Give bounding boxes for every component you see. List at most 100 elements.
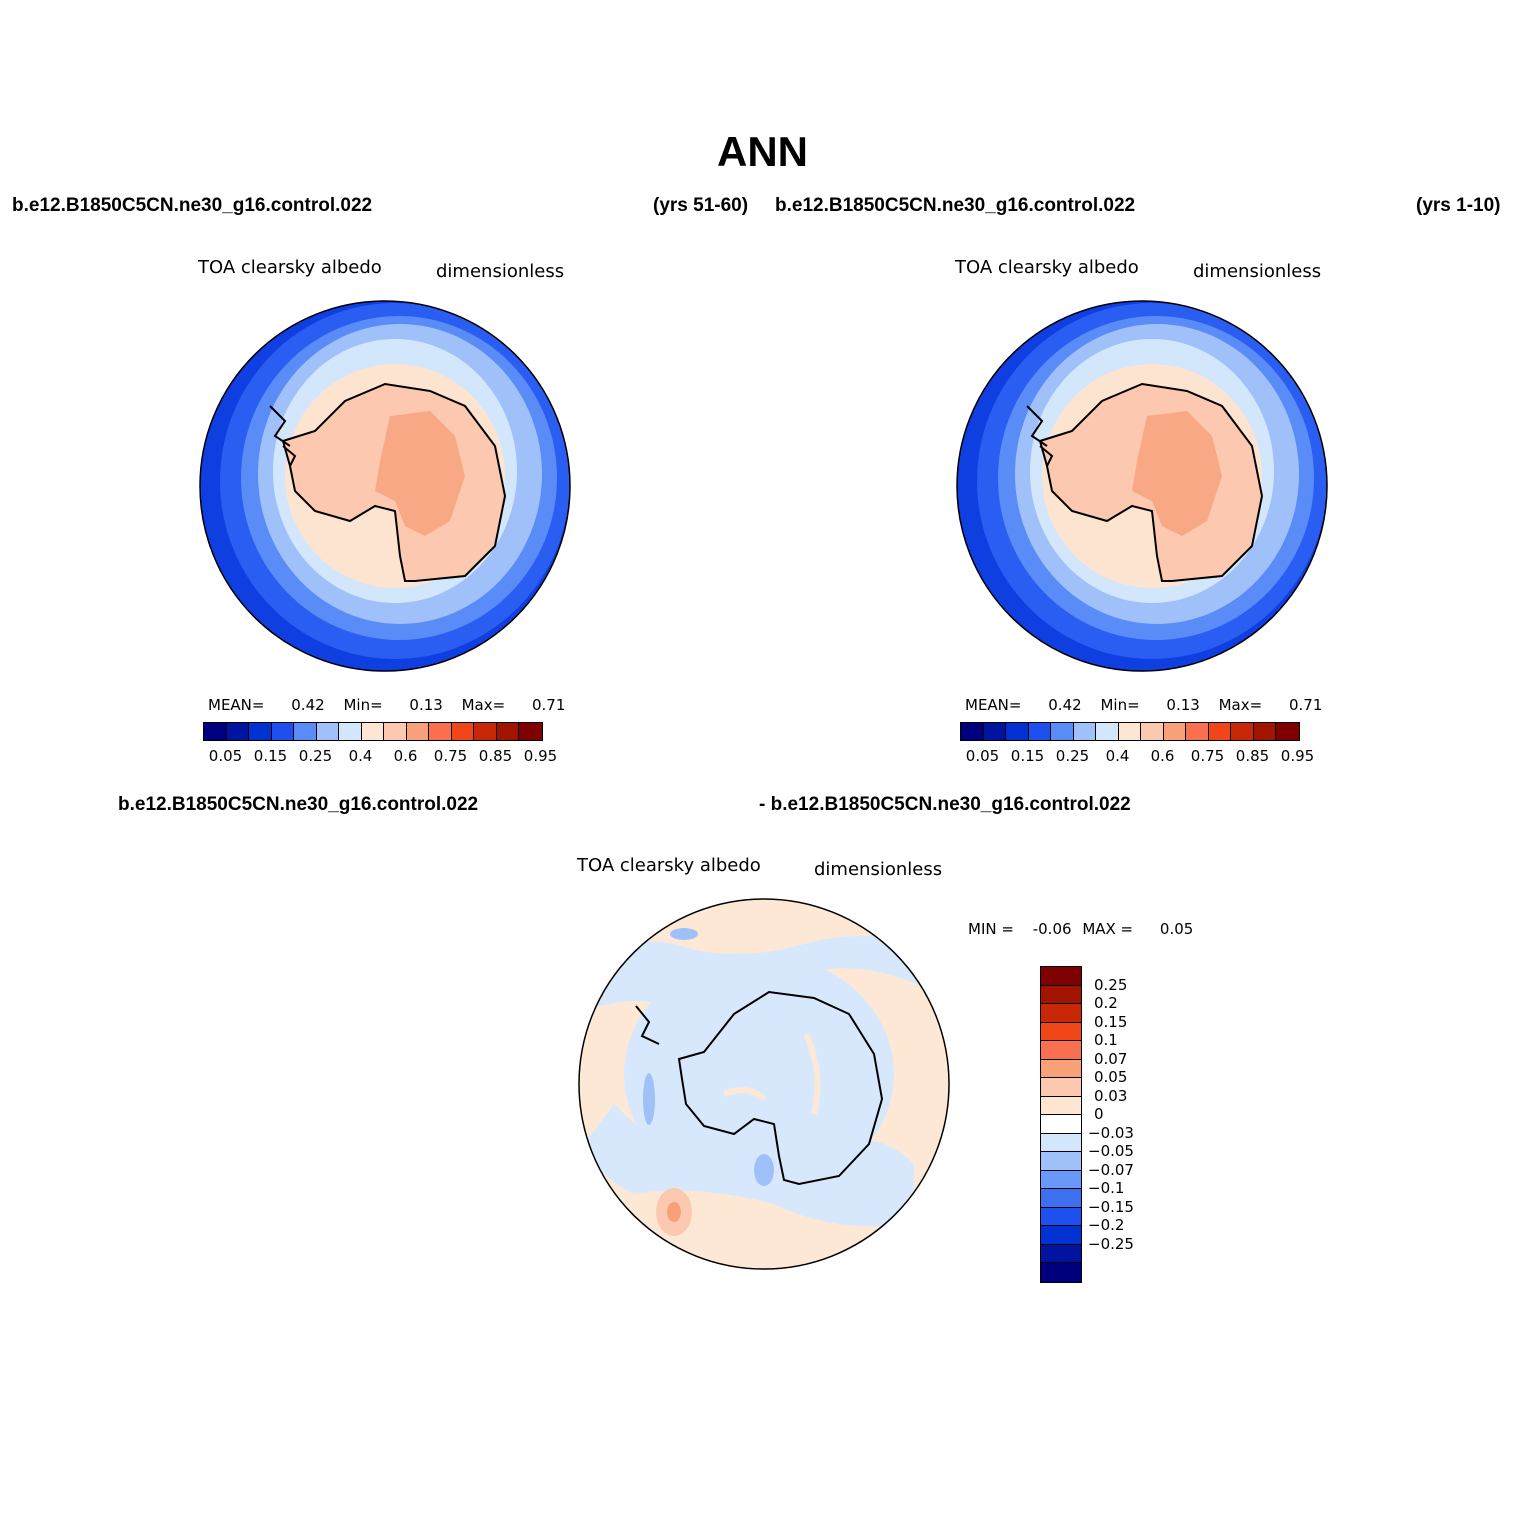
colorbar-tick-label: 0.6: [393, 747, 418, 765]
diff-colorbar-label: 0.05: [1094, 1068, 1128, 1086]
diff-colorbar-label: 0.03: [1094, 1086, 1128, 1105]
colorbar-swatch: [1118, 723, 1141, 740]
diff-colorbar-label: −0.07: [1088, 1160, 1134, 1179]
diff-colorbar-label: −0.15: [1088, 1197, 1134, 1216]
colorbar-tick-label: 0.15: [253, 747, 288, 765]
colorbar-swatch: [496, 723, 519, 740]
colorbar-swatch: [1096, 723, 1119, 740]
colorbar-swatch: [316, 723, 339, 740]
colorbar-swatch: [384, 723, 407, 740]
panel1-case-name: b.e12.B1850C5CN.ne30_g16.control.022: [12, 195, 373, 216]
colorbar-swatch: [271, 723, 294, 740]
diff-colorbar-swatch: [1041, 1207, 1081, 1226]
colorbar-tick-label: 0.75: [433, 747, 468, 765]
colorbar-tick-label: 0.6: [1150, 747, 1175, 765]
colorbar-tick-label: 0.4: [1105, 747, 1130, 765]
panel2-stats: MEAN= 0.42 Min= 0.13 Max= 0.71: [965, 696, 1323, 714]
colorbar-swatch: [429, 723, 452, 740]
panel2-colorbar: [960, 722, 1300, 741]
colorbar-swatch: [249, 723, 272, 740]
panel1-colorbar-ticks: 0.05 0.15 0.25 0.4 0.6 0.75 0.85 0.95: [203, 747, 565, 767]
colorbar-tick-label: 0.85: [478, 747, 513, 765]
colorbar-tick-label: 0.05: [208, 747, 243, 765]
diff-colorbar-swatch: [1041, 1115, 1081, 1134]
colorbar-swatch: [1276, 723, 1299, 740]
colorbar-swatch: [1141, 723, 1164, 740]
diff-colorbar-label: −0.05: [1088, 1142, 1134, 1160]
colorbar-swatch: [1253, 723, 1276, 740]
colorbar-tick-label: 0.15: [1010, 747, 1045, 765]
diff-colorbar-swatch: [1041, 1170, 1081, 1189]
diff-case-left: b.e12.B1850C5CN.ne30_g16.control.022: [118, 794, 479, 815]
diff-colorbar-label: 0: [1094, 1105, 1104, 1123]
diff-colorbar-label: −0.2: [1088, 1216, 1125, 1234]
diff-colorbar-swatch: [1041, 1059, 1081, 1078]
colorbar-swatch: [226, 723, 249, 740]
colorbar-swatch: [1231, 723, 1254, 740]
diff-colorbar-swatch: [1041, 1152, 1081, 1171]
panel1-variable: TOA clearsky albedo: [198, 257, 382, 278]
diff-units: dimensionless: [814, 859, 943, 880]
colorbar-swatch: [1073, 723, 1096, 740]
diff-colorbar-labels: 0.25 0.2 0.15 0.1 0.07 0.05 0.03 0 −0.03 −0.05 −0.…: [1088, 966, 1168, 1281]
panel1-units: dimensionless: [436, 261, 565, 282]
colorbar-swatch: [1051, 723, 1074, 740]
diff-colorbar-swatch: [1041, 967, 1081, 986]
panel1-stats: MEAN= 0.42 Min= 0.13 Max= 0.71: [208, 696, 566, 714]
colorbar-swatch: [451, 723, 474, 740]
colorbar-swatch: [361, 723, 384, 740]
diff-colorbar: [1040, 966, 1082, 1283]
colorbar-swatch: [339, 723, 362, 740]
diff-colorbar-swatch: [1041, 1244, 1081, 1263]
colorbar-swatch: [983, 723, 1006, 740]
panel2-years: (yrs 1-10): [1416, 195, 1501, 216]
diff-colorbar-swatch: [1041, 1189, 1081, 1208]
colorbar-swatch: [961, 723, 984, 740]
colorbar-tick-label: 0.95: [523, 747, 558, 765]
diff-colorbar-swatch: [1041, 1263, 1081, 1282]
panel1-years: (yrs 51-60): [653, 195, 749, 216]
colorbar-swatch: [1028, 723, 1051, 740]
diff-colorbar-swatch: [1041, 1041, 1081, 1060]
map-difference: [578, 898, 950, 1270]
colorbar-tick-label: 0.75: [1190, 747, 1225, 765]
panel1-colorbar: [203, 722, 543, 741]
colorbar-tick-label: 0.4: [348, 747, 373, 765]
colorbar-tick-label: 0.95: [1280, 747, 1315, 765]
diff-min-max: MIN = -0.06 MAX = 0.05: [968, 920, 1194, 938]
colorbar-swatch: [1163, 723, 1186, 740]
colorbar-tick-label: 0.25: [1055, 747, 1090, 765]
colorbar-swatch: [1006, 723, 1029, 740]
diff-colorbar-swatch: [1041, 1096, 1081, 1115]
diff-colorbar-label: 0.15: [1094, 1012, 1128, 1031]
colorbar-tick-label: 0.05: [965, 747, 1000, 765]
colorbar-tick-label: 0.85: [1235, 747, 1270, 765]
diff-colorbar-swatch: [1041, 1226, 1081, 1245]
colorbar-tick-label: 0.25: [298, 747, 333, 765]
diff-colorbar-swatch: [1041, 1078, 1081, 1097]
diff-colorbar-label: 0.1: [1094, 1031, 1118, 1049]
diff-colorbar-label: 0.2: [1094, 994, 1118, 1012]
diff-variable: TOA clearsky albedo: [577, 855, 761, 876]
colorbar-swatch: [1208, 723, 1231, 740]
diff-case-right: - b.e12.B1850C5CN.ne30_g16.control.022: [759, 794, 1131, 815]
panel2-colorbar-ticks: 0.05 0.15 0.25 0.4 0.6 0.75 0.85 0.95: [960, 747, 1322, 767]
panel2-case-name: b.e12.B1850C5CN.ne30_g16.control.022: [775, 195, 1136, 216]
colorbar-swatch: [294, 723, 317, 740]
page-title: ANN: [717, 128, 808, 175]
colorbar-swatch: [474, 723, 497, 740]
diff-colorbar-label: −0.25: [1088, 1234, 1134, 1253]
map-panel-1: [199, 300, 571, 672]
colorbar-swatch: [1186, 723, 1209, 740]
diff-colorbar-label: 0.07: [1094, 1049, 1128, 1068]
panel2-variable: TOA clearsky albedo: [955, 257, 1139, 278]
diff-colorbar-label: −0.1: [1088, 1179, 1125, 1197]
colorbar-swatch: [519, 723, 542, 740]
diff-colorbar-swatch: [1041, 1004, 1081, 1023]
diff-colorbar-label: −0.03: [1088, 1123, 1134, 1142]
diff-colorbar-label: 0.25: [1094, 975, 1128, 994]
panel2-units: dimensionless: [1193, 261, 1322, 282]
map-panel-2: [956, 300, 1328, 672]
diff-colorbar-swatch: [1041, 1022, 1081, 1041]
colorbar-swatch: [204, 723, 227, 740]
